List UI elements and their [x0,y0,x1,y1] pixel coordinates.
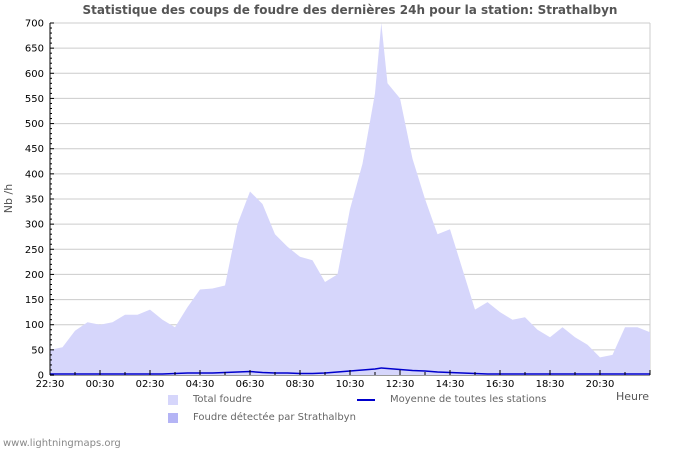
svg-text:12:30: 12:30 [386,379,415,390]
svg-text:600: 600 [25,69,44,80]
legend-label-total: Total foudre [193,394,252,405]
svg-text:450: 450 [25,144,44,155]
svg-text:18:30: 18:30 [536,379,565,390]
svg-text:0: 0 [38,371,44,382]
svg-text:350: 350 [25,195,44,206]
svg-text:500: 500 [25,119,44,130]
svg-text:400: 400 [25,169,44,180]
chart-title: Statistique des coups de foudre des dern… [82,3,618,17]
svg-text:00:30: 00:30 [86,379,115,390]
legend-label-average: Moyenne de toutes les stations [390,394,547,405]
svg-text:700: 700 [25,19,44,30]
svg-text:02:30: 02:30 [136,379,165,390]
y-axis-ticks: 0 50 100 150 200 250 300 350 400 450 500 550 600 650 7… [25,19,54,382]
svg-text:50: 50 [31,345,44,356]
svg-text:14:30: 14:30 [436,379,465,390]
y-axis-label: Nb /h [2,183,16,214]
svg-text:22:30: 22:30 [36,379,65,390]
legend-detected: Foudre détectée par Strathalbyn [168,412,356,423]
legend-swatch-average [357,398,375,401]
svg-text:650: 650 [25,44,44,55]
footer-credit: www.lightningmaps.org [3,438,121,449]
legend-swatch-total [168,394,178,405]
svg-text:150: 150 [25,295,44,306]
x-axis-label: Heure [616,390,650,403]
svg-text:10:30: 10:30 [336,379,365,390]
svg-text:200: 200 [25,270,44,281]
legend-swatch-detected [168,412,178,423]
svg-text:550: 550 [25,94,44,105]
legend-average: Moyenne de toutes les stations [357,394,546,405]
svg-text:300: 300 [25,220,44,231]
svg-text:06:30: 06:30 [236,379,265,390]
svg-text:16:30: 16:30 [486,379,515,390]
svg-text:250: 250 [25,245,44,256]
legend-label-detected: Foudre détectée par Strathalbyn [193,412,356,423]
x-axis-ticks: 22:30 00:30 02:30 04:30 06:30 08:30 10:30 12:30… [36,370,651,390]
svg-text:08:30: 08:30 [286,379,315,390]
legend-total: Total foudre [168,394,252,405]
svg-text:04:30: 04:30 [186,379,215,390]
total-lightning-area [50,23,650,375]
svg-text:100: 100 [25,320,44,331]
svg-text:20:30: 20:30 [586,379,615,390]
average-line [50,367,650,375]
